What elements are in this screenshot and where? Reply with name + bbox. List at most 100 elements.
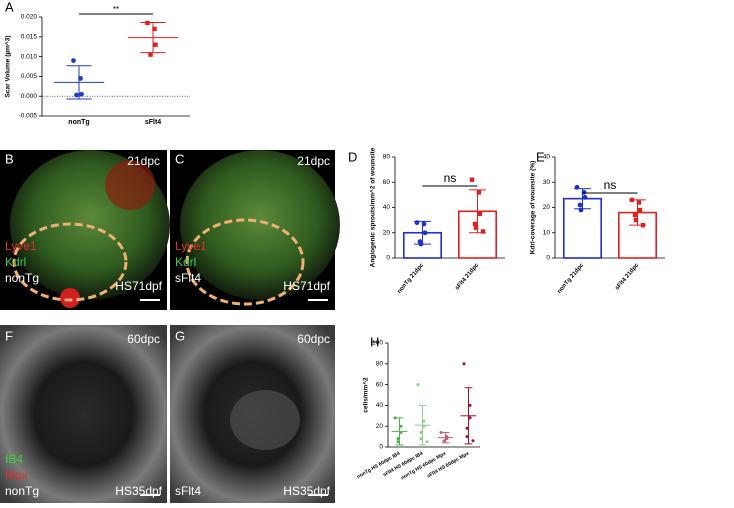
point [632, 212, 638, 218]
y-tick-label: 20 [376, 423, 384, 430]
stage-label: 60dpc [127, 332, 160, 346]
y-tick-label: 20 [383, 229, 391, 236]
x-tick-label: nonTg [68, 119, 89, 126]
point [476, 190, 482, 195]
marker-label: Lyve1 [5, 239, 37, 253]
image-g [170, 325, 335, 503]
point [445, 437, 449, 441]
panel-letter: G [175, 328, 185, 343]
stage-label: 21dpc [297, 154, 330, 168]
point [152, 26, 157, 32]
point [418, 241, 424, 247]
point [419, 437, 423, 441]
point [578, 207, 584, 213]
point [574, 184, 580, 190]
y-tick-label: 20 [543, 204, 551, 211]
genotype-label: nonTg [5, 484, 39, 498]
point [439, 430, 443, 434]
point [425, 440, 429, 444]
point [445, 435, 449, 439]
y-tick-label: 40 [543, 154, 551, 161]
y-tick-label: 0.020 [21, 14, 38, 21]
y-axis-label: Kdrl-coverage of wounsite (%) [530, 161, 537, 255]
point [145, 20, 150, 26]
genotype-label: sFlt4 [175, 271, 201, 285]
marker-label: Kdrl [175, 255, 196, 269]
point [636, 200, 642, 205]
point [396, 440, 400, 444]
genotype-label: nonTg [5, 271, 39, 285]
point [419, 430, 423, 434]
point [472, 221, 478, 227]
y-tick-label: 0 [379, 444, 383, 451]
y-tick-label: 100 [372, 340, 383, 347]
y-tick-label: 0 [546, 255, 550, 262]
point [414, 220, 420, 226]
y-tick-label: 40 [376, 402, 384, 409]
point [465, 435, 469, 439]
y-tick-label: 0 [386, 255, 390, 262]
y-tick-label: 80 [376, 361, 384, 368]
point [422, 419, 426, 423]
marker-label: Lyve1 [175, 239, 207, 253]
image-c [170, 150, 340, 310]
point [629, 197, 635, 203]
point [74, 92, 79, 98]
y-tick-label: 10 [543, 229, 551, 236]
marker-label: Mpx [5, 468, 28, 482]
point [581, 189, 587, 195]
panel-letter: A [5, 0, 14, 14]
y-tick-label: 60 [376, 381, 384, 388]
x-tick-label: nonTg 21dpc [557, 262, 586, 295]
x-tick-label: sFlt4 21dpc [454, 262, 480, 292]
point [577, 202, 583, 208]
point [442, 439, 446, 443]
x-tick-label: nonTg 21dpc [397, 262, 426, 295]
panel-letter: H [370, 334, 379, 349]
image-b [0, 150, 170, 310]
treatment-label: HS71dpf [283, 279, 330, 293]
x-tick-label: sFlt4 [145, 119, 161, 126]
y-tick-label: 40 [383, 204, 391, 211]
point [153, 42, 158, 47]
y-tick-label: 0.005 [21, 73, 38, 80]
y-tick-label: 0.015 [21, 34, 38, 41]
panel-letter: F [5, 328, 13, 343]
panel-letter: E [536, 149, 545, 164]
y-tick-label: 80 [383, 154, 391, 161]
panel-letter: C [175, 151, 184, 166]
image-f [0, 325, 167, 503]
y-axis-label: Scar Volume (µm^3) [4, 36, 12, 98]
stage-label: 21dpc [127, 154, 160, 168]
x-tick-label: sFlt4 HS 60dpc Mpx [426, 451, 470, 480]
y-tick-label: 30 [543, 179, 551, 186]
point [422, 230, 428, 236]
point [399, 430, 403, 434]
significance-label: ns [444, 171, 457, 185]
y-tick-label: 0.000 [21, 93, 38, 100]
panel-letter: B [5, 151, 14, 166]
point [78, 75, 83, 81]
significance-label: ns [604, 178, 617, 192]
point [462, 362, 466, 366]
treatment-label: HS35dpf [283, 484, 330, 498]
treatment-label: HS71dpf [115, 279, 162, 293]
point [148, 52, 153, 57]
x-tick-label: sFlt4 21dpc [614, 262, 640, 292]
point [637, 207, 643, 213]
point [71, 58, 76, 63]
point [473, 225, 479, 230]
y-tick-label: 60 [383, 179, 391, 186]
point [640, 222, 646, 228]
panel-letter: D [348, 149, 357, 164]
marker-label: Kdrl [5, 255, 26, 269]
point [633, 217, 639, 223]
marker-label: IB4 [5, 452, 23, 466]
point [416, 383, 420, 387]
point [396, 437, 400, 441]
point [477, 211, 483, 217]
y-tick-label: -0.005 [19, 113, 38, 120]
y-axis-label: Angiogenic sprouts/mm^2 of wounsite [369, 147, 377, 267]
point [422, 424, 426, 428]
